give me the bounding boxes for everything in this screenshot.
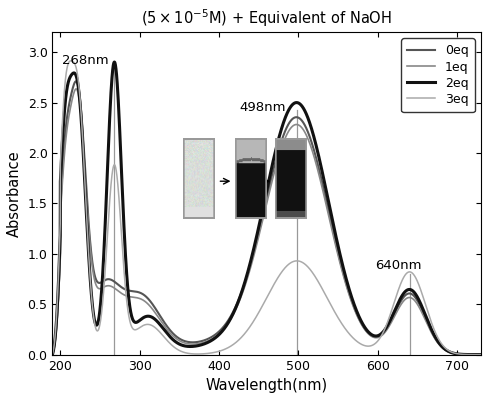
- Line: 3eq: 3eq: [52, 61, 481, 355]
- Line: 0eq: 0eq: [52, 81, 481, 355]
- 2eq: [98, 293, 104, 298]
- 1eq: [49, 352, 55, 357]
- Text: 268nm: 268nm: [62, 54, 108, 67]
- 1eq: [233, 308, 239, 312]
- 1eq: [124, 294, 130, 298]
- 3eq: [233, 340, 239, 345]
- 1eq: [73, 86, 79, 91]
- 0eq: [99, 280, 104, 285]
- 0eq: [478, 352, 484, 357]
- 2eq: [470, 352, 476, 357]
- Y-axis label: Absorbance: Absorbance: [7, 150, 22, 237]
- 2eq: [124, 274, 130, 279]
- 3eq: [424, 306, 429, 310]
- 3eq: [49, 352, 55, 357]
- Text: 498nm: 498nm: [239, 101, 285, 114]
- Legend: 0eq, 1eq, 2eq, 3eq: 0eq, 1eq, 2eq, 3eq: [401, 38, 475, 112]
- 2eq: [233, 306, 239, 311]
- Line: 1eq: 1eq: [52, 89, 481, 355]
- Line: 2eq: 2eq: [52, 62, 481, 355]
- 2eq: [49, 352, 55, 357]
- 2eq: [111, 60, 117, 64]
- Title: $(5\times10^{-5}$M) + Equivalent of NaOH: $(5\times10^{-5}$M) + Equivalent of NaOH: [141, 7, 392, 29]
- 1eq: [478, 352, 484, 357]
- 2eq: [478, 352, 484, 357]
- 2eq: [214, 334, 220, 339]
- Text: 640nm: 640nm: [375, 259, 422, 272]
- 0eq: [49, 352, 55, 357]
- X-axis label: Wavelength(nm): Wavelength(nm): [205, 378, 328, 393]
- 3eq: [99, 312, 104, 317]
- 3eq: [478, 352, 484, 357]
- 3eq: [470, 352, 476, 357]
- 3eq: [124, 300, 130, 304]
- 2eq: [424, 316, 429, 320]
- 3eq: [68, 58, 74, 63]
- 0eq: [424, 318, 429, 323]
- 0eq: [233, 305, 239, 310]
- 0eq: [214, 331, 220, 336]
- 1eq: [470, 352, 476, 357]
- 0eq: [470, 352, 476, 357]
- 1eq: [214, 333, 220, 338]
- 0eq: [124, 288, 130, 292]
- 1eq: [99, 286, 104, 291]
- 0eq: [73, 79, 79, 84]
- 1eq: [424, 320, 429, 325]
- 3eq: [214, 350, 220, 354]
